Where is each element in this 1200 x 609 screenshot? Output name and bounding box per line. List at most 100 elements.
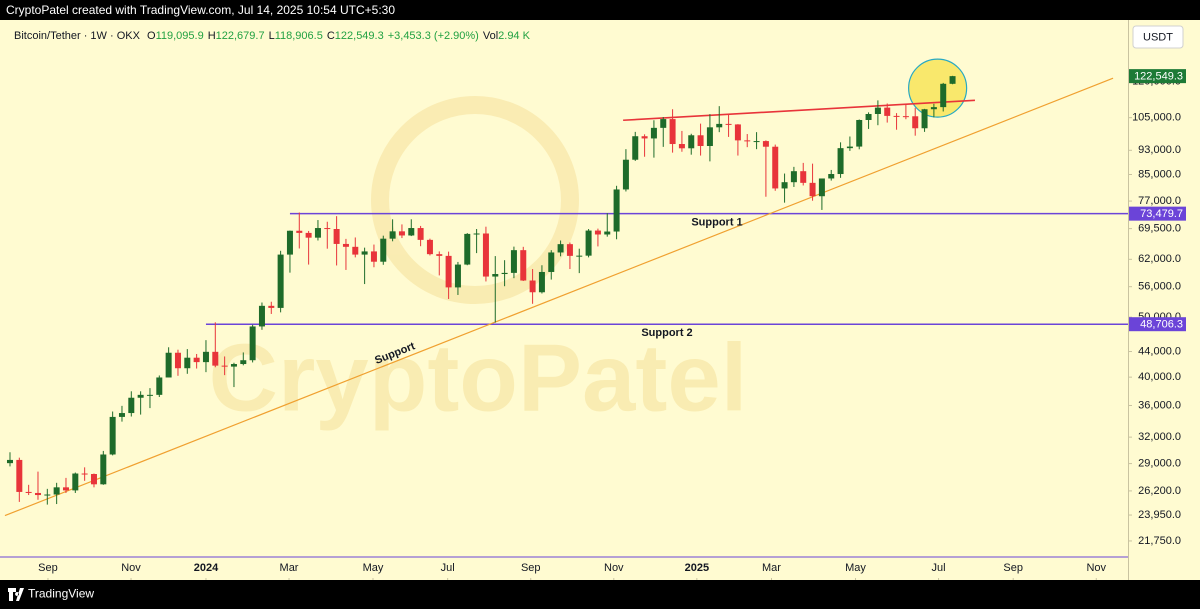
candle-body [72,473,79,491]
x-tick-label: Mar [762,562,781,574]
candle-body [520,250,527,281]
x-tick-label: May [363,562,384,574]
candle-body [118,413,125,417]
candle-body [762,141,769,147]
y-tick-label: 36,000.0 [1138,399,1181,411]
candle-body [846,146,853,149]
candle-body [828,174,835,179]
candle-body [594,230,601,235]
footer: TradingView [28,587,94,601]
candle-body [893,115,900,117]
candle-body [426,239,433,255]
candle-body [389,231,396,239]
legend-key: Vol [482,30,499,42]
candle-body [930,107,937,110]
symbol: Bitcoin/Tether · 1W · OKX [14,30,140,42]
watermark-text: CryptoPatel [209,324,748,431]
candle-body [529,280,536,293]
byline: CryptoPatel created with TradingView.com… [6,3,395,17]
candle-body [408,228,415,236]
price-box [1129,317,1186,332]
x-tick-label: Jul [932,562,946,574]
candle-body [277,254,284,308]
trendline [623,99,975,122]
highlight [908,58,968,118]
x-tick-label: Nov [1086,562,1106,574]
y-tick-label: 29,000.0 [1138,458,1181,470]
candle-body [286,230,293,255]
candle-body [641,136,648,139]
candle-body [837,148,844,175]
candle-body [604,231,611,235]
plot-background [0,20,1200,580]
candle-body [725,123,732,125]
candle-body [576,255,583,257]
candle-body [688,135,695,149]
candle-body [818,178,825,197]
candle-body [557,244,564,253]
candle-body [16,459,23,492]
candle-body [184,357,191,369]
last-price-label: 122,549.3 [1134,71,1183,83]
x-tick-label: 2024 [194,562,219,574]
candle-body [809,182,816,197]
y-tick-label: 105,000.0 [1132,112,1181,124]
candle-body [324,228,331,230]
candle-body [44,494,51,496]
candle-body [800,171,807,183]
candle-body [613,189,620,232]
candle-body [697,135,704,147]
candle-body [678,144,685,149]
candle-body [454,264,461,288]
watermark-logo [371,96,579,304]
candle-body [25,491,32,493]
y-tick-label: 21,750.0 [1138,535,1181,547]
candle-body [305,232,312,238]
candle-body [884,107,891,116]
candle-body [734,124,741,141]
candle-body [202,351,209,363]
support-label: Support 1 [691,217,742,229]
candle-body [34,492,41,496]
x-tick-label: Nov [121,562,141,574]
candle-body [398,231,405,236]
candle-body [62,487,69,491]
candle-body [865,113,872,120]
candle-body [473,233,480,235]
candle-body [482,233,489,277]
candle-body [921,109,928,129]
candle-body [81,473,88,475]
candle-body [361,251,368,255]
bottom-bar [0,580,1200,609]
currency-box [1132,25,1184,49]
candle-body [716,123,723,128]
price-box-label: 73,479.7 [1140,208,1183,220]
price-box [1129,206,1186,221]
candle-body [566,244,573,256]
legend-text: 122,549.3 [334,30,384,42]
legend-key: O [147,30,156,42]
candle-body [902,116,909,118]
candle-body [660,119,667,128]
candle-body [249,326,256,361]
candle-body [856,119,863,147]
candle-body [669,119,676,145]
legend-text: 119,095.9 [155,30,204,42]
candle-body [632,136,639,160]
candle-body [90,474,97,485]
candle-body [230,364,237,367]
candle-body [912,116,919,129]
y-tick-label: 23,950.0 [1138,509,1181,521]
legend-text: +3,453.3 (+2.90%) [387,30,479,42]
y-tick-label: 32,000.0 [1138,431,1181,443]
legend-key: H [207,30,216,42]
y-tick-label: 26,200.0 [1138,485,1181,497]
y-tick-label: 77,000.0 [1138,195,1181,207]
candle-body [6,459,13,464]
support-label: Support 2 [641,327,692,339]
candle-body [156,377,163,395]
candle-body [436,254,443,256]
candle-body [314,228,321,238]
